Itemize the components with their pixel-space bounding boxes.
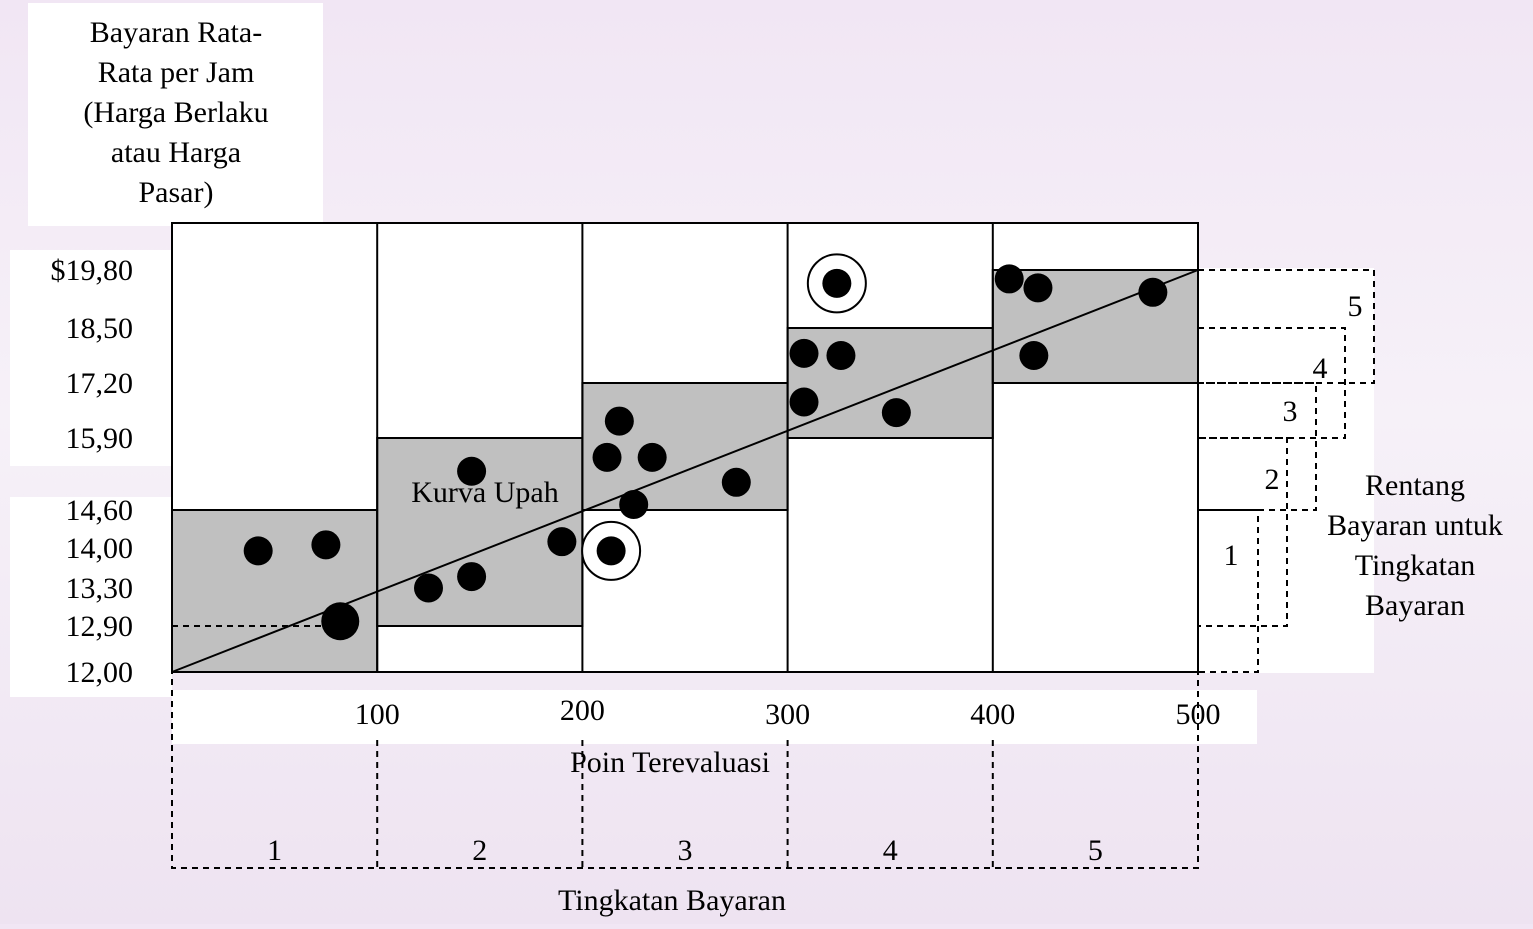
x-tick-label: 200 [560,694,605,727]
grade-bracket-frame [171,671,1199,869]
plot-frame [171,222,1199,673]
y-tick-label: 12,00 [66,656,134,689]
ylabel-line: Bayaran Rata- [90,16,262,49]
grade-label: 1 [267,834,282,867]
rate-range-label: 5 [1348,290,1363,323]
data-point [596,536,626,566]
rate-range-bracket-4 [1198,327,1346,439]
ylabel-line: (Harga Berlaku [83,96,268,129]
grade-box-1 [171,509,379,673]
data-point [721,467,751,497]
data-point [789,387,819,417]
rate-ranges-caption-line: Rentang [1365,469,1465,502]
data-point [243,536,273,566]
y-tick-label: 15,90 [66,422,134,455]
data-point [457,562,487,592]
rate-range-bracket-2 [1198,437,1288,627]
x-tick-label: 100 [355,698,400,731]
grade-label: 2 [472,834,487,867]
rate-range-label: 1 [1224,539,1239,572]
data-point [592,442,622,472]
rate-ranges-caption-line: Bayaran [1365,589,1465,622]
data-point [1138,277,1168,307]
data-point [321,602,360,641]
data-point [994,264,1024,294]
y-tick-label: 14,60 [66,494,134,527]
rate-range-label: 2 [1265,463,1280,496]
data-point [637,442,667,472]
ylabel-line: Pasar) [139,176,214,209]
rate-ranges-caption-line: Tingkatan [1355,549,1476,582]
x-axis-label: Poin Terevaluasi [570,746,770,779]
x-tick-label: 500 [1176,698,1221,731]
yticks-panel-upper [10,250,172,466]
data-point [547,527,577,557]
data-point [822,268,852,298]
y-tick-label: 18,50 [66,312,134,345]
data-point [789,338,819,368]
data-point [1023,273,1053,303]
ylabel-line: atau Harga [111,136,241,169]
yticks-panel-lower [10,497,172,697]
ylabel-panel [28,3,323,226]
xticks-panel [172,690,1257,744]
rate-range-label: 4 [1313,352,1328,385]
wage-curve-label: Kurva Upah [411,476,558,509]
grade-label: 4 [883,834,898,867]
data-point [619,489,649,519]
y-tick-label: 14,00 [66,532,134,565]
y-tick-label: 12,90 [66,610,134,643]
ylabel-line: Rata per Jam [98,56,255,89]
data-point [881,398,911,428]
rate-range-bracket-3 [1198,382,1317,511]
rate-range-label: 3 [1283,395,1298,428]
x-tick-label: 300 [765,698,810,731]
data-point [414,573,443,603]
data-point [457,456,487,486]
data-point [826,341,856,370]
pay-grades-title: Tingkatan Bayaran [558,884,786,917]
rate-range-bracket-5 [1198,269,1375,384]
y-tick-label: 13,30 [66,572,134,605]
y-tick-label: $19,80 [51,254,134,287]
grade-label: 5 [1088,834,1103,867]
data-point [1019,341,1049,370]
y-tick-label: 17,20 [66,367,134,400]
data-point [604,406,634,436]
data-point [311,530,341,560]
rate-ranges-caption-line: Bayaran untuk [1327,509,1503,542]
x-tick-label: 400 [970,698,1015,731]
grade-label: 3 [678,834,693,867]
